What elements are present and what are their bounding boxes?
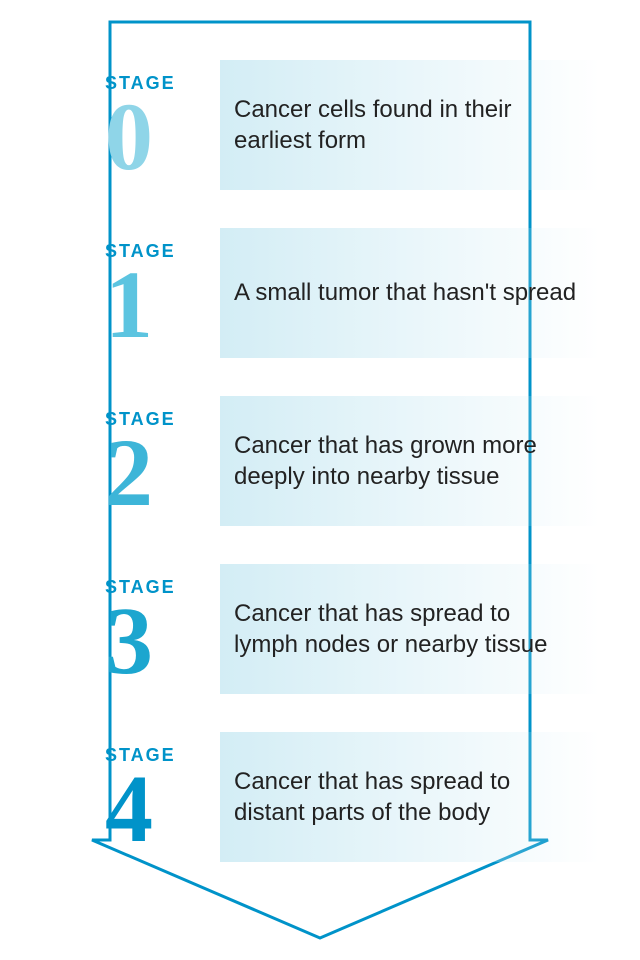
stage-row-1: STAGE 1 A small tumor that hasn't spread (75, 223, 600, 363)
stage-number: 0 (105, 96, 220, 178)
stage-description: A small tumor that hasn't spread (234, 277, 576, 308)
stage-row-3: STAGE 3 Cancer that has spread to lymph … (75, 559, 600, 699)
stage-desc-box: Cancer that has spread to lymph nodes or… (220, 564, 600, 694)
stage-number: 4 (105, 768, 220, 850)
stage-left: STAGE 3 (75, 577, 220, 682)
stage-desc-box: A small tumor that hasn't spread (220, 228, 600, 358)
stage-left: STAGE 1 (75, 241, 220, 346)
stage-description: Cancer that has spread to distant parts … (234, 766, 580, 828)
stage-description: Cancer that has spread to lymph nodes or… (234, 598, 580, 660)
stage-left: STAGE 2 (75, 409, 220, 514)
stages-list: STAGE 0 Cancer cells found in their earl… (75, 55, 600, 895)
stage-number: 2 (105, 432, 220, 514)
stage-description: Cancer that has grown more deeply into n… (234, 430, 580, 492)
stage-number: 3 (105, 600, 220, 682)
stage-desc-box: Cancer that has spread to distant parts … (220, 732, 600, 862)
stage-number: 1 (105, 264, 220, 346)
stage-left: STAGE 0 (75, 73, 220, 178)
stage-desc-box: Cancer that has grown more deeply into n… (220, 396, 600, 526)
stage-desc-box: Cancer cells found in their earliest for… (220, 60, 600, 190)
stage-left: STAGE 4 (75, 745, 220, 850)
stage-row-4: STAGE 4 Cancer that has spread to distan… (75, 727, 600, 867)
stage-description: Cancer cells found in their earliest for… (234, 94, 580, 156)
stage-row-2: STAGE 2 Cancer that has grown more deepl… (75, 391, 600, 531)
stage-row-0: STAGE 0 Cancer cells found in their earl… (75, 55, 600, 195)
